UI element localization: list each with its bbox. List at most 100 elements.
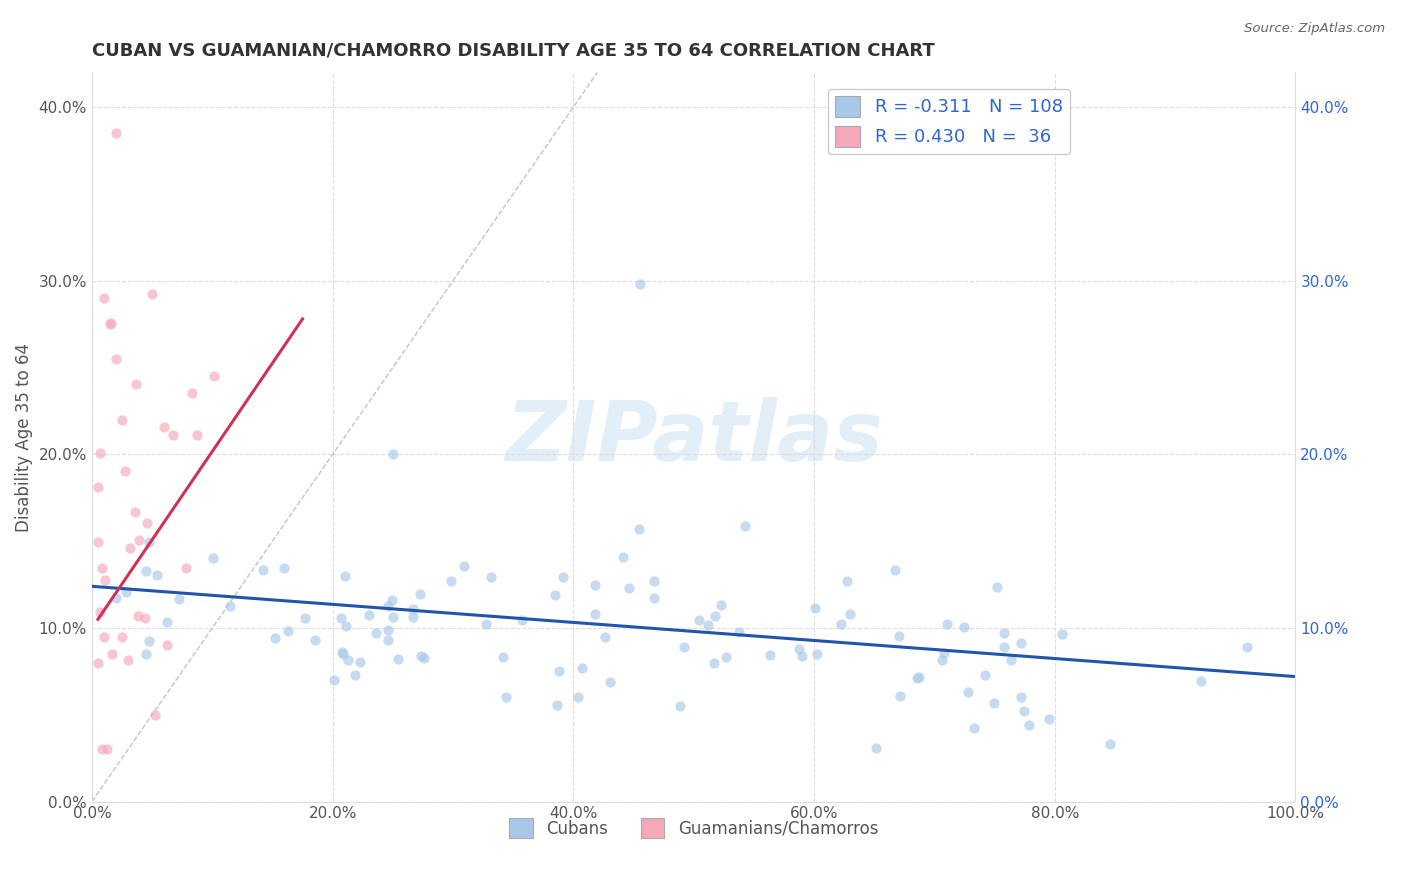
Point	[336, 653, 359, 667]
Point	[93, 291, 115, 305]
Point	[96, 742, 118, 756]
Point	[330, 611, 353, 625]
Point	[1012, 704, 1035, 718]
Point	[734, 518, 756, 533]
Point	[104, 126, 127, 140]
Point	[495, 690, 517, 704]
Point	[759, 648, 782, 662]
Point	[402, 602, 425, 616]
Point	[440, 574, 463, 588]
Point	[90, 561, 112, 575]
Point	[883, 563, 905, 577]
Point	[409, 587, 432, 601]
Text: ZIPatlas: ZIPatlas	[505, 397, 883, 477]
Point	[343, 668, 366, 682]
Point	[135, 565, 157, 579]
Point	[186, 427, 208, 442]
Point	[593, 630, 616, 644]
Point	[114, 464, 136, 478]
Point	[117, 653, 139, 667]
Point	[710, 598, 733, 612]
Point	[548, 664, 571, 678]
Point	[359, 608, 381, 623]
Point	[138, 535, 160, 549]
Point	[335, 569, 357, 583]
Point	[101, 647, 124, 661]
Point	[141, 287, 163, 301]
Point	[413, 650, 436, 665]
Point	[162, 428, 184, 442]
Point	[983, 696, 1005, 710]
Point	[628, 522, 651, 536]
Point	[219, 599, 242, 614]
Point	[94, 573, 117, 587]
Point	[571, 661, 593, 675]
Point	[479, 570, 502, 584]
Point	[993, 640, 1015, 655]
Point	[138, 634, 160, 648]
Text: CUBAN VS GUAMANIAN/CHAMORRO DISABILITY AGE 35 TO 64 CORRELATION CHART: CUBAN VS GUAMANIAN/CHAMORRO DISABILITY A…	[91, 42, 935, 60]
Point	[335, 618, 357, 632]
Point	[957, 685, 980, 699]
Point	[387, 652, 409, 666]
Point	[100, 316, 122, 330]
Point	[276, 624, 298, 639]
Point	[704, 608, 727, 623]
Point	[273, 561, 295, 575]
Point	[865, 741, 887, 756]
Point	[153, 420, 176, 434]
Point	[169, 592, 191, 607]
Point	[1010, 636, 1032, 650]
Point	[806, 647, 828, 661]
Point	[963, 721, 986, 735]
Point	[98, 317, 121, 331]
Point	[323, 673, 346, 688]
Point	[905, 672, 928, 686]
Point	[907, 669, 929, 683]
Point	[790, 648, 813, 663]
Point	[612, 550, 634, 565]
Point	[973, 668, 995, 682]
Point	[1038, 712, 1060, 726]
Point	[128, 533, 150, 547]
Point	[411, 648, 433, 663]
Point	[932, 646, 955, 660]
Point	[90, 742, 112, 756]
Point	[510, 614, 533, 628]
Point	[993, 626, 1015, 640]
Point	[1189, 674, 1212, 689]
Point	[124, 505, 146, 519]
Point	[567, 690, 589, 704]
Point	[124, 376, 146, 391]
Point	[669, 699, 692, 714]
Point	[583, 578, 606, 592]
Point	[111, 412, 134, 426]
Point	[181, 385, 204, 400]
Point	[619, 581, 641, 595]
Point	[294, 611, 316, 625]
Point	[703, 656, 725, 670]
Point	[174, 560, 197, 574]
Point	[492, 649, 515, 664]
Point	[551, 570, 574, 584]
Point	[1000, 653, 1022, 667]
Point	[986, 580, 1008, 594]
Point	[628, 277, 651, 292]
Point	[804, 600, 827, 615]
Point	[118, 541, 141, 556]
Point	[544, 588, 567, 602]
Point	[583, 607, 606, 621]
Point	[349, 655, 371, 669]
Point	[673, 640, 696, 655]
Point	[401, 610, 423, 624]
Point	[838, 607, 860, 622]
Point	[87, 535, 110, 549]
Point	[727, 625, 749, 640]
Point	[202, 368, 225, 383]
Point	[643, 591, 665, 605]
Point	[696, 618, 718, 632]
Point	[377, 599, 399, 613]
Point	[381, 447, 404, 461]
Point	[252, 562, 274, 576]
Point	[1236, 640, 1258, 654]
